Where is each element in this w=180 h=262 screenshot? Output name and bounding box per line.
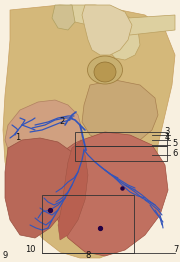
Text: 10: 10 (25, 245, 35, 254)
Text: 6: 6 (172, 149, 178, 157)
Text: 7: 7 (173, 245, 179, 254)
Ellipse shape (87, 56, 123, 84)
Text: 9: 9 (2, 252, 8, 260)
Ellipse shape (94, 62, 116, 82)
Polygon shape (5, 138, 78, 238)
Polygon shape (82, 80, 158, 145)
Polygon shape (58, 140, 88, 240)
Bar (75, 146, 167, 161)
Polygon shape (125, 15, 175, 35)
Bar (42, 195, 134, 253)
Polygon shape (50, 132, 168, 256)
Text: 2: 2 (59, 117, 65, 127)
Text: 8: 8 (85, 252, 91, 260)
Polygon shape (5, 100, 82, 175)
Polygon shape (68, 5, 140, 60)
Text: 5: 5 (172, 139, 178, 148)
Text: 4: 4 (164, 134, 170, 143)
Text: 3: 3 (164, 128, 170, 137)
Bar (75, 132, 167, 146)
Polygon shape (3, 5, 175, 258)
Text: 1: 1 (15, 134, 21, 143)
Polygon shape (52, 5, 75, 30)
Polygon shape (82, 5, 132, 55)
